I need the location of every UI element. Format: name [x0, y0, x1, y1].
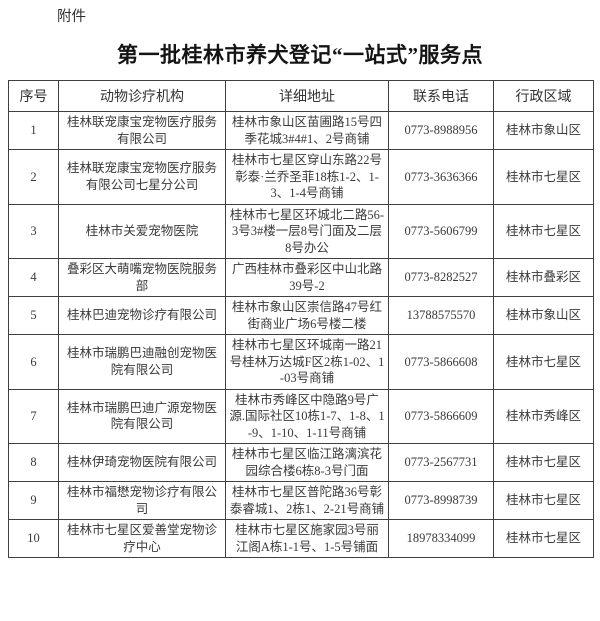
table-row: 2 桂林联宠康宝宠物医疗服务有限公司七星分公司 桂林市七星区穿山东路22号彰泰·…: [8, 149, 594, 205]
row-number-cell: 7: [8, 388, 59, 444]
institution-cell: 桂林市关爱宠物医院: [58, 203, 226, 259]
phone-cell: 0773-5606799: [388, 203, 494, 259]
row-number-cell: 6: [8, 334, 59, 390]
row-number-cell: 2: [8, 149, 59, 205]
address-cell: 桂林市象山区崇信路47号红街商业广场6号楼二楼: [225, 296, 389, 335]
district-cell: 桂林市象山区: [493, 111, 594, 150]
table-row: 6 桂林市瑞鹏巴迪融创宠物医院有限公司 桂林市七星区环城南一路21号桂林万达城F…: [8, 334, 594, 390]
table-row: 4 叠彩区大萌嘴宠物医院服务部 广西桂林市叠彩区中山北路39号-2 0773-8…: [8, 258, 594, 297]
phone-cell: 18978334099: [388, 519, 494, 558]
table-row: 10 桂林市七星区爱善堂宠物诊疗中心 桂林市七星区施家园3号丽江阁A栋1-1号、…: [8, 519, 594, 558]
table-header-row: 序号 动物诊疗机构 详细地址 联系电话 行政区域: [8, 80, 594, 112]
phone-cell: 0773-5866608: [388, 334, 494, 390]
table-row: 3 桂林市关爱宠物医院 桂林市七星区环城北二路56-3号3#楼一层8号门面及二层…: [8, 203, 594, 259]
row-number-cell: 9: [8, 481, 59, 520]
table-row: 7 桂林市瑞鹏巴迪广源宠物医院有限公司 桂林市秀峰区中隐路9号广源.国际社区10…: [8, 388, 594, 444]
district-cell: 桂林市七星区: [493, 443, 594, 482]
phone-cell: 0773-3636366: [388, 149, 494, 205]
institution-cell: 桂林市七星区爱善堂宠物诊疗中心: [58, 519, 226, 558]
phone-cell: 13788575570: [388, 296, 494, 335]
address-cell: 桂林市七星区穿山东路22号彰泰·兰乔圣菲18栋1-2、1-3、1-4号商铺: [225, 149, 389, 205]
address-cell: 桂林市秀峰区中隐路9号广源.国际社区10栋1-7、1-8、1-9、1-10、1-…: [225, 388, 389, 444]
row-number-cell: 4: [8, 258, 59, 297]
district-cell: 桂林市七星区: [493, 481, 594, 520]
institution-cell: 桂林伊琦宠物医院有限公司: [58, 443, 226, 482]
row-number-cell: 10: [8, 519, 59, 558]
phone-cell: 0773-8282527: [388, 258, 494, 297]
institution-cell: 桂林市福懋宠物诊疗有限公司: [58, 481, 226, 520]
address-cell: 桂林市七星区环城南一路21号桂林万达城F区2栋1-02、1-03号商铺: [225, 334, 389, 390]
row-number-cell: 3: [8, 203, 59, 259]
address-cell: 桂林市七星区施家园3号丽江阁A栋1-1号、1-5号铺面: [225, 519, 389, 558]
district-cell: 桂林市七星区: [493, 203, 594, 259]
district-cell: 桂林市叠彩区: [493, 258, 594, 297]
institution-cell: 桂林巴迪宠物诊疗有限公司: [58, 296, 226, 335]
table-row: 5 桂林巴迪宠物诊疗有限公司 桂林市象山区崇信路47号红街商业广场6号楼二楼 1…: [8, 296, 594, 335]
phone-cell: 0773-2567731: [388, 443, 494, 482]
address-cell: 桂林市象山区苗圃路15号四季花城3#4#1、2号商铺: [225, 111, 389, 150]
institution-cell: 桂林联宠康宝宠物医疗服务有限公司七星分公司: [58, 149, 226, 205]
district-cell: 桂林市秀峰区: [493, 388, 594, 444]
district-cell: 桂林市七星区: [493, 519, 594, 558]
district-cell: 桂林市七星区: [493, 334, 594, 390]
phone-cell: 0773-5866609: [388, 388, 494, 444]
address-cell: 桂林市七星区临江路漓滨花园综合楼6栋8-3号门面: [225, 443, 389, 482]
phone-cell: 0773-8988956: [388, 111, 494, 150]
attachment-label: 附件: [57, 9, 86, 25]
address-cell: 桂林市七星区普陀路36号彰泰睿城1、2栋1、2-21号商铺: [225, 481, 389, 520]
service-points-table: 序号 动物诊疗机构 详细地址 联系电话 行政区域 1 桂林联宠康宝宠物医疗服务有…: [8, 80, 594, 558]
district-cell: 桂林市象山区: [493, 296, 594, 335]
page-title: 第一批桂林市养犬登记“一站式”服务点: [117, 43, 483, 67]
table-row: 9 桂林市福懋宠物诊疗有限公司 桂林市七星区普陀路36号彰泰睿城1、2栋1、2-…: [8, 481, 594, 520]
col-header-phone: 联系电话: [388, 80, 494, 112]
col-header-address: 详细地址: [225, 80, 389, 112]
institution-cell: 桂林市瑞鹏巴迪融创宠物医院有限公司: [58, 334, 226, 390]
table-row: 1 桂林联宠康宝宠物医疗服务有限公司 桂林市象山区苗圃路15号四季花城3#4#1…: [8, 111, 594, 150]
col-header-district: 行政区域: [493, 80, 594, 112]
institution-cell: 桂林市瑞鹏巴迪广源宠物医院有限公司: [58, 388, 226, 444]
table-row: 8 桂林伊琦宠物医院有限公司 桂林市七星区临江路漓滨花园综合楼6栋8-3号门面 …: [8, 443, 594, 482]
institution-cell: 叠彩区大萌嘴宠物医院服务部: [58, 258, 226, 297]
row-number-cell: 5: [8, 296, 59, 335]
district-cell: 桂林市七星区: [493, 149, 594, 205]
address-cell: 桂林市七星区环城北二路56-3号3#楼一层8号门面及二层8号办公: [225, 203, 389, 259]
phone-cell: 0773-8998739: [388, 481, 494, 520]
institution-cell: 桂林联宠康宝宠物医疗服务有限公司: [58, 111, 226, 150]
address-cell: 广西桂林市叠彩区中山北路39号-2: [225, 258, 389, 297]
col-header-name: 动物诊疗机构: [58, 80, 226, 112]
row-number-cell: 8: [8, 443, 59, 482]
row-number-cell: 1: [8, 111, 59, 150]
col-header-no: 序号: [8, 80, 59, 112]
